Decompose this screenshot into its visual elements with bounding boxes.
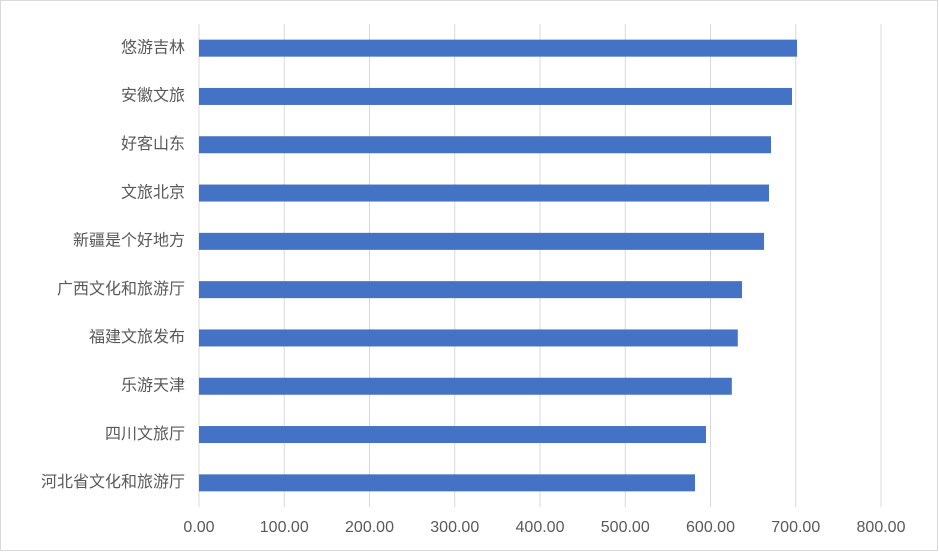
y-tick-label: 乐游天津 — [121, 376, 185, 394]
x-tick-label: 500.00 — [601, 519, 650, 536]
bar — [199, 329, 738, 347]
bar — [199, 87, 792, 105]
bar — [199, 39, 798, 57]
y-tick-label: 好客山东 — [121, 135, 185, 153]
x-tick-label: 400.00 — [516, 519, 565, 536]
bar — [199, 184, 769, 202]
y-tick-label: 新疆是个好地方 — [73, 232, 185, 250]
x-tick-label: 300.00 — [430, 519, 479, 536]
y-tick-label: 安徽文旅 — [121, 87, 185, 105]
y-tick-label: 河北省文化和旅游厅 — [41, 473, 185, 491]
bar — [199, 281, 743, 299]
bar — [199, 232, 765, 250]
x-tick-label: 200.00 — [345, 519, 394, 536]
bar — [199, 377, 732, 395]
y-tick-label: 福建文旅发布 — [89, 328, 185, 346]
x-tick-label: 800.00 — [857, 519, 906, 536]
bar — [199, 474, 695, 492]
x-tick-label: 100.00 — [260, 519, 309, 536]
x-tick-label: 600.00 — [686, 519, 735, 536]
y-tick-label: 文旅北京 — [121, 183, 185, 201]
x-tick-label: 700.00 — [771, 519, 820, 536]
bar — [199, 136, 772, 154]
y-tick-label: 四川文旅厅 — [105, 425, 185, 443]
bar — [199, 426, 706, 444]
x-tick-label: 0.00 — [183, 519, 214, 536]
y-tick-label: 广西文化和旅游厅 — [57, 280, 185, 298]
y-tick-label: 悠游吉林 — [121, 38, 185, 56]
